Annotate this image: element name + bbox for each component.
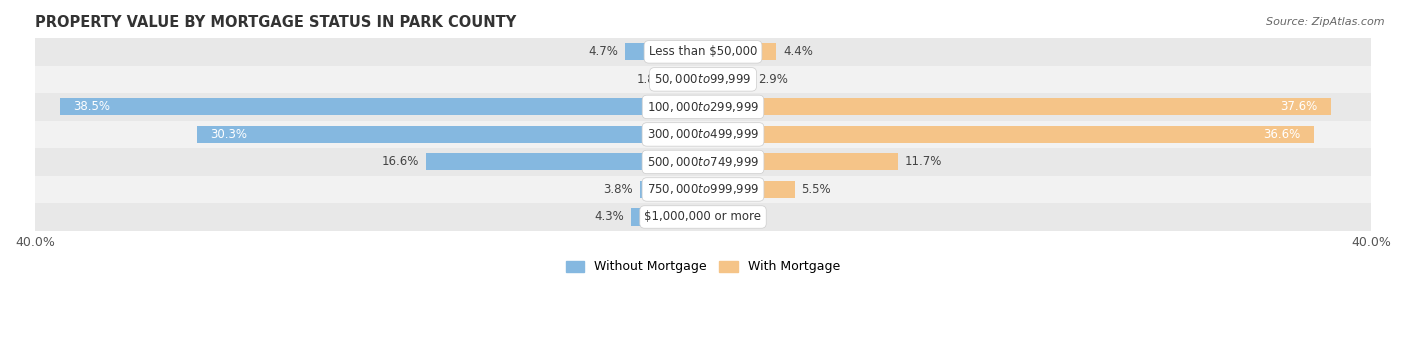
Text: 3.8%: 3.8% xyxy=(603,183,633,196)
Text: 4.4%: 4.4% xyxy=(783,45,813,58)
Text: 30.3%: 30.3% xyxy=(211,128,247,141)
Bar xyxy=(35,66,1371,93)
Bar xyxy=(703,43,776,61)
Text: $750,000 to $999,999: $750,000 to $999,999 xyxy=(647,183,759,197)
Text: 4.7%: 4.7% xyxy=(588,45,617,58)
Text: 11.7%: 11.7% xyxy=(905,155,942,168)
Bar xyxy=(35,176,1371,203)
Bar xyxy=(703,71,751,88)
Text: Less than $50,000: Less than $50,000 xyxy=(648,45,758,58)
Bar xyxy=(703,98,1331,116)
Bar xyxy=(35,203,1371,231)
Legend: Without Mortgage, With Mortgage: Without Mortgage, With Mortgage xyxy=(561,255,845,278)
Text: $1,000,000 or more: $1,000,000 or more xyxy=(644,210,762,223)
Bar xyxy=(60,98,703,116)
Text: $50,000 to $99,999: $50,000 to $99,999 xyxy=(654,72,752,86)
Text: 1.2%: 1.2% xyxy=(730,210,759,223)
Text: 36.6%: 36.6% xyxy=(1264,128,1301,141)
Bar xyxy=(703,181,794,198)
Text: 37.6%: 37.6% xyxy=(1281,100,1317,114)
Bar xyxy=(197,126,703,143)
Text: PROPERTY VALUE BY MORTGAGE STATUS IN PARK COUNTY: PROPERTY VALUE BY MORTGAGE STATUS IN PAR… xyxy=(35,15,516,30)
Text: 5.5%: 5.5% xyxy=(801,183,831,196)
Text: $500,000 to $749,999: $500,000 to $749,999 xyxy=(647,155,759,169)
Text: $300,000 to $499,999: $300,000 to $499,999 xyxy=(647,128,759,141)
Text: $100,000 to $299,999: $100,000 to $299,999 xyxy=(647,100,759,114)
Bar xyxy=(640,181,703,198)
Text: 4.3%: 4.3% xyxy=(595,210,624,223)
Bar xyxy=(703,208,723,225)
Text: Source: ZipAtlas.com: Source: ZipAtlas.com xyxy=(1267,17,1385,27)
Bar xyxy=(35,93,1371,121)
Bar xyxy=(426,153,703,170)
Bar xyxy=(35,38,1371,66)
Bar xyxy=(631,208,703,225)
Bar xyxy=(703,126,1315,143)
Text: 16.6%: 16.6% xyxy=(381,155,419,168)
Text: 38.5%: 38.5% xyxy=(73,100,110,114)
Text: 1.8%: 1.8% xyxy=(637,73,666,86)
Bar xyxy=(673,71,703,88)
Bar xyxy=(703,153,898,170)
Text: 2.9%: 2.9% xyxy=(758,73,787,86)
Bar xyxy=(35,148,1371,176)
Bar xyxy=(35,121,1371,148)
Bar xyxy=(624,43,703,61)
